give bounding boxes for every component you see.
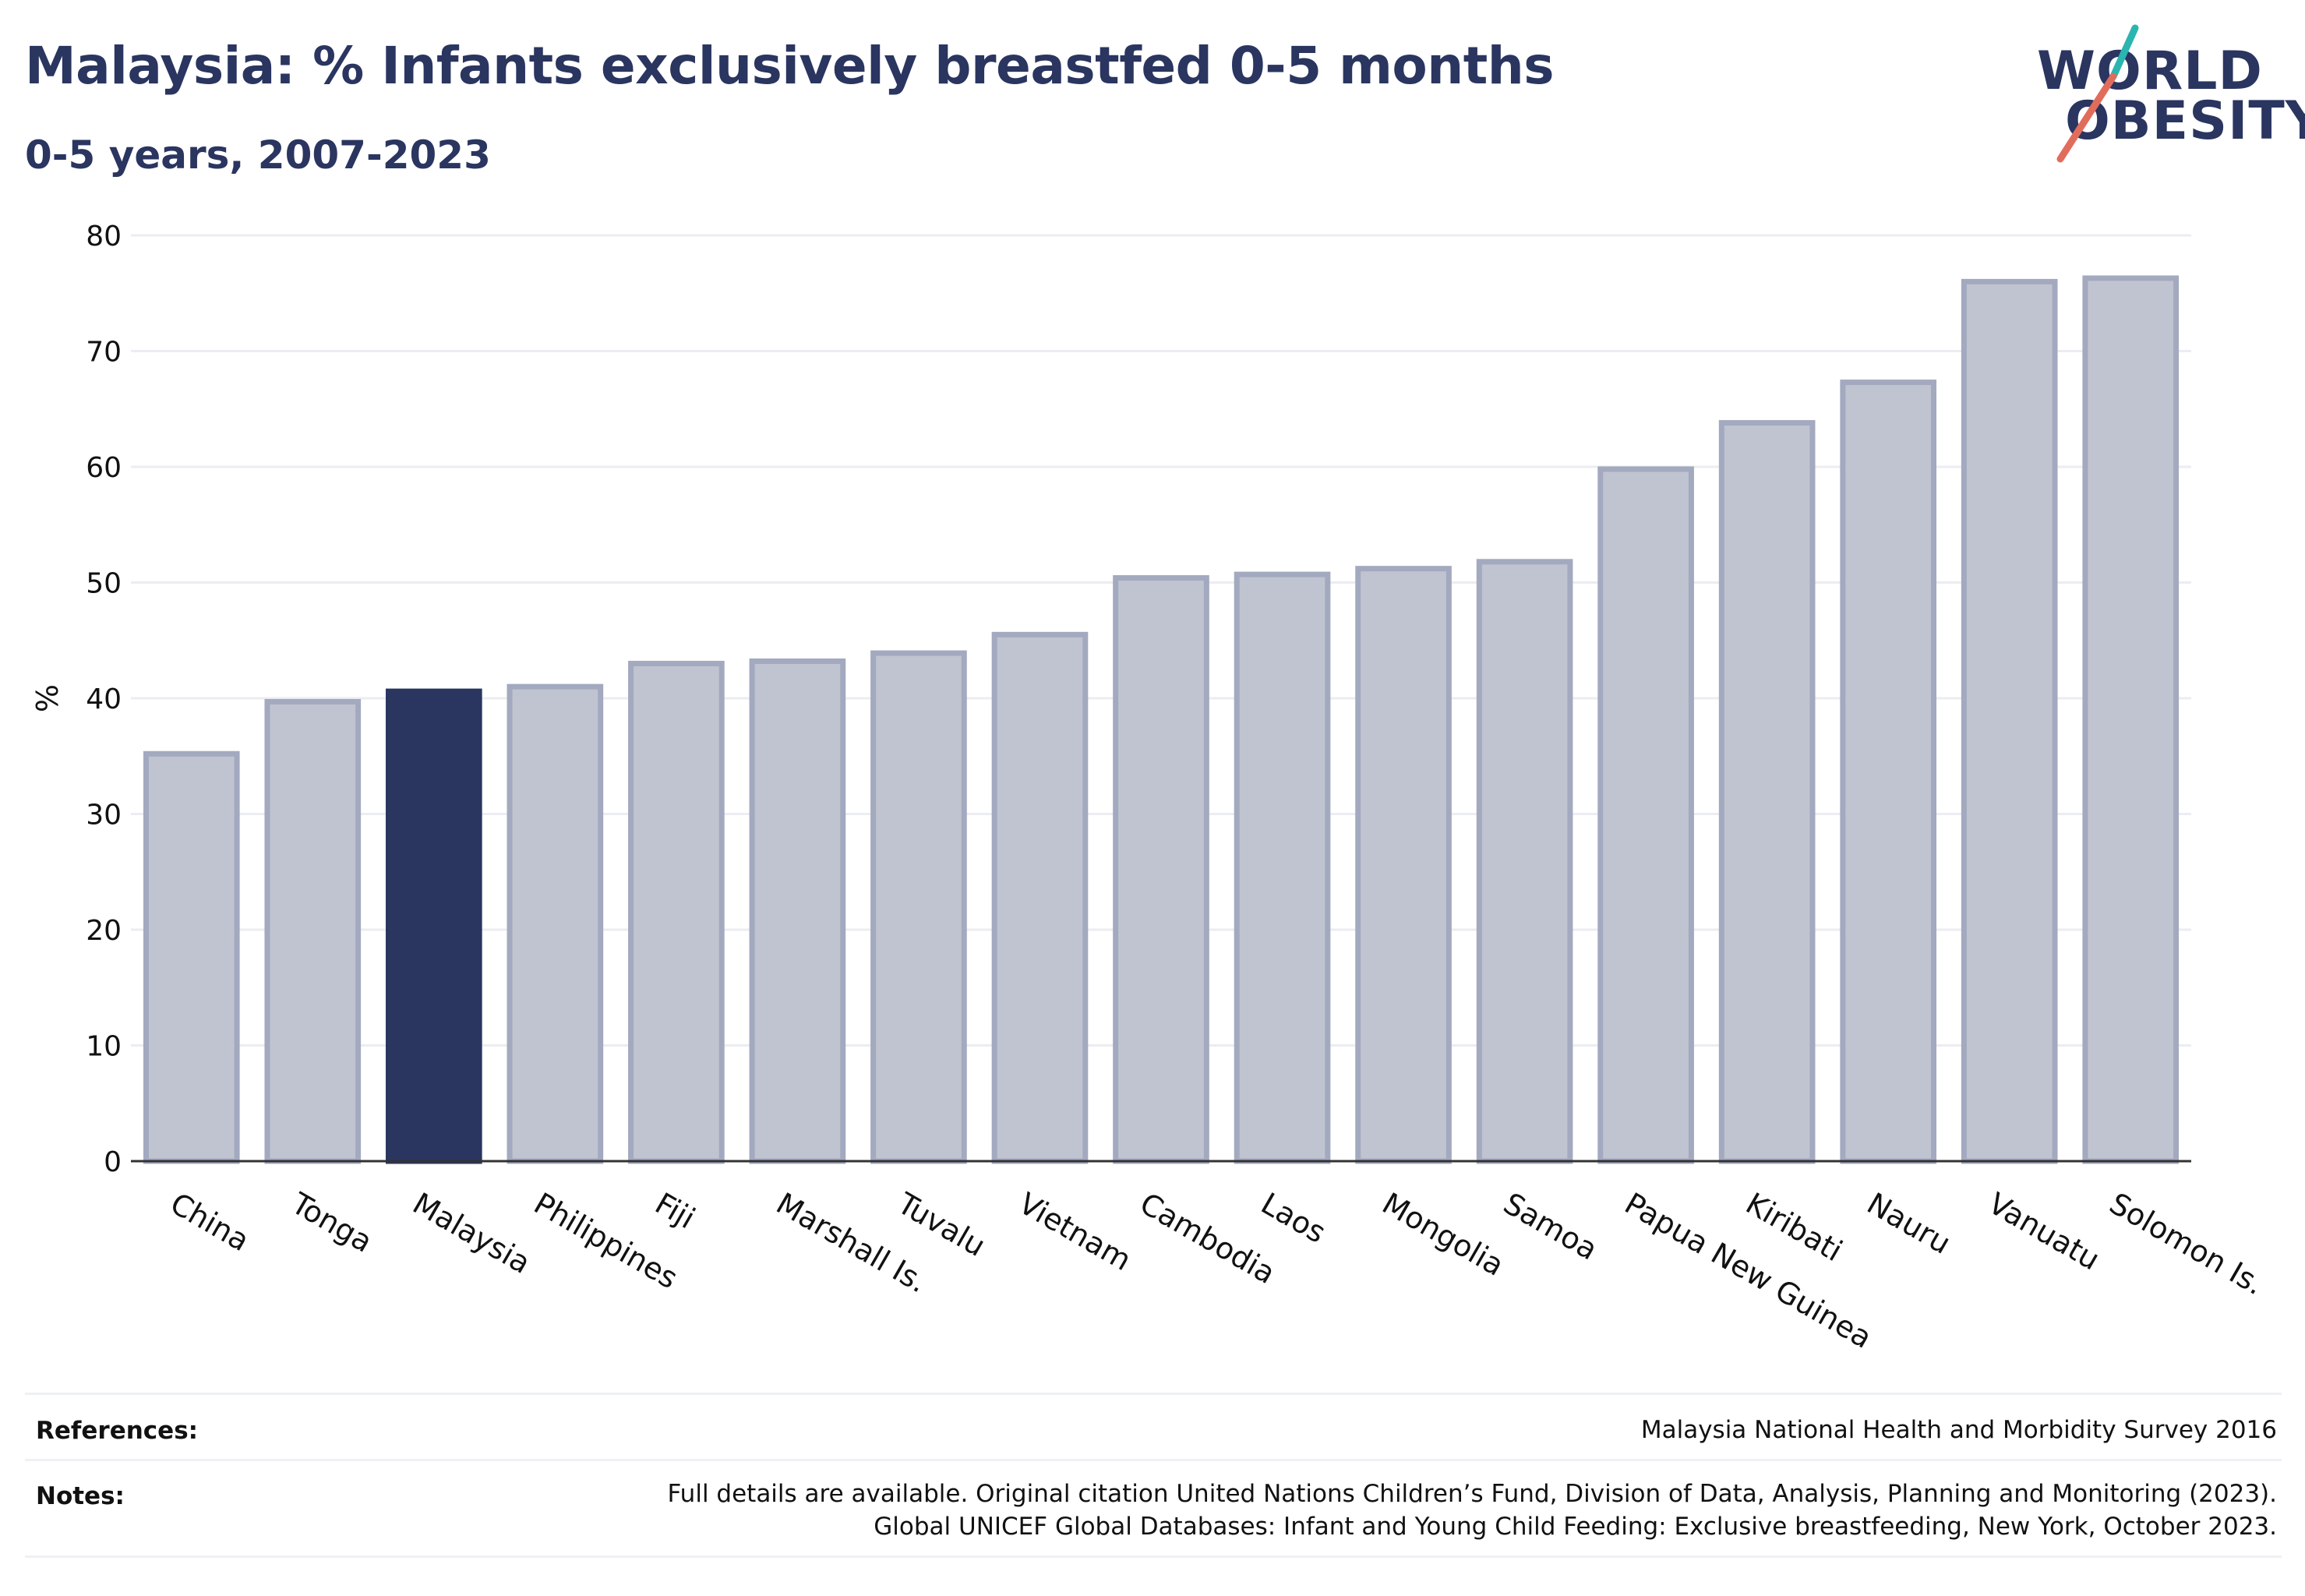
- y-axis-label: %: [30, 684, 65, 712]
- references-label: References:: [36, 1417, 199, 1445]
- y-tick-label: 0: [104, 1146, 122, 1178]
- y-tick-label: 30: [86, 800, 122, 832]
- bar-vietnam: [991, 631, 1089, 1164]
- x-tick-label: Fiji: [649, 1186, 701, 1235]
- x-tick-label: Nauru: [1862, 1186, 1957, 1261]
- footer-divider-bottom: [25, 1555, 2282, 1558]
- y-tick-label: 20: [86, 915, 122, 947]
- bar-laos: [1234, 571, 1331, 1164]
- bars: [143, 275, 2180, 1164]
- footer-divider-middle: [25, 1459, 2282, 1461]
- logo-line-1: WORLD: [2037, 41, 2263, 102]
- bar-cambodia: [1113, 575, 1209, 1164]
- bar-tuvalu: [870, 650, 967, 1164]
- notes-line-1: Full details are available. Original cit…: [667, 1480, 2277, 1508]
- y-tick-label: 60: [86, 452, 122, 484]
- y-tick-labels: 0 10 20 30 40 50 60 70 80: [86, 221, 122, 1178]
- bar-china: [143, 750, 240, 1164]
- world-obesity-logo: WORLD OBESITY: [2026, 22, 2305, 170]
- y-tick-label: 40: [86, 683, 122, 715]
- notes-label: Notes:: [36, 1482, 125, 1510]
- x-tick-label: Malaysia: [407, 1186, 536, 1280]
- bar-papua-new-guinea: [1597, 466, 1694, 1164]
- x-tick-label: Samoa: [1498, 1186, 1603, 1267]
- bar-fiji: [628, 660, 725, 1164]
- bar-vanuatu: [1961, 278, 2058, 1164]
- x-tick-label: Vanuatu: [1982, 1186, 2106, 1276]
- bar-samoa: [1476, 559, 1573, 1164]
- x-tick-label: Solomon Is.: [2104, 1186, 2270, 1301]
- x-tick-label: Vietnam: [1013, 1186, 1137, 1277]
- footer-divider-top: [25, 1393, 2282, 1395]
- logo-line-2: OBESITY: [2065, 90, 2305, 152]
- bar-marshall-is: [749, 658, 846, 1164]
- logo-slash-icon: [2056, 24, 2139, 163]
- bar-kiribati: [1718, 420, 1816, 1164]
- bar-tonga: [264, 698, 362, 1164]
- y-tick-label: 50: [86, 568, 122, 600]
- bar-mongolia: [1355, 566, 1452, 1164]
- chart-title: Malaysia: % Infants exclusively breastfe…: [25, 36, 1555, 96]
- x-tick-label: Cambodia: [1135, 1186, 1281, 1291]
- bar-nauru: [1840, 380, 1937, 1164]
- chart-subtitle: 0-5 years, 2007-2023: [25, 132, 491, 178]
- bar-philippines: [507, 683, 604, 1164]
- y-tick-label: 80: [86, 221, 122, 252]
- y-tick-label: 70: [86, 337, 122, 369]
- y-tick-label: 10: [86, 1031, 122, 1063]
- notes-line-2: Global UNICEF Global Databases: Infant a…: [874, 1513, 2277, 1541]
- x-tick-label: China: [164, 1186, 255, 1258]
- x-tick-label: Mongolia: [1377, 1186, 1510, 1283]
- bar-malaysia: [386, 688, 482, 1164]
- x-tick-label: Tonga: [285, 1185, 378, 1259]
- x-tick-label: Tuvalu: [891, 1185, 991, 1263]
- x-tick-label: Laos: [1255, 1186, 1332, 1250]
- bar-solomon-is: [2082, 275, 2180, 1164]
- references-text: Malaysia National Health and Morbidity S…: [1640, 1416, 2277, 1444]
